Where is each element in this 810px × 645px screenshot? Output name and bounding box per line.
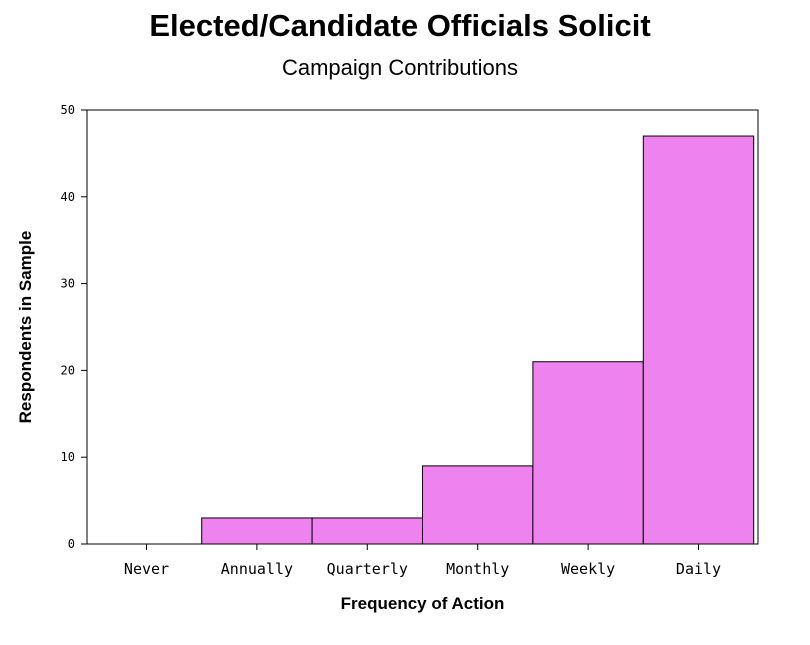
x-axis-title: Frequency of Action [341,594,505,613]
bars-layer [201,135,755,545]
y-tick-label: 0 [68,537,75,551]
plot-frame [86,109,759,545]
y-axis-title: Respondents in Sample [16,231,35,424]
x-tick-label-daily: Daily [676,560,721,578]
chart-subtitle: Campaign Contributions [281,55,519,80]
bar-annually [201,517,313,545]
x-tick-label-weekly: Weekly [561,560,615,578]
chart-title: Elected/Candidate Officials Solicit [149,8,651,43]
x-tick-label-never: Never [124,560,169,578]
y-tick-label: 10 [61,450,75,464]
x-axis-ticks: Never Annually Quarterly Monthly Weekly Daily [124,544,721,578]
bar-monthly [422,465,534,545]
bar-quarterly [311,517,424,545]
y-axis-ticks: 0 10 20 30 40 50 [61,103,87,551]
x-tick-label-monthly: Monthly [446,560,509,578]
y-tick-label: 40 [61,190,75,204]
y-tick-label: 30 [61,277,75,291]
bar-daily [642,135,755,545]
x-tick-label-quarterly: Quarterly [327,560,408,578]
y-tick-label: 50 [61,103,75,117]
y-tick-label: 20 [61,363,75,377]
x-tick-label-annually: Annually [221,560,293,578]
bar-weekly [532,361,644,545]
